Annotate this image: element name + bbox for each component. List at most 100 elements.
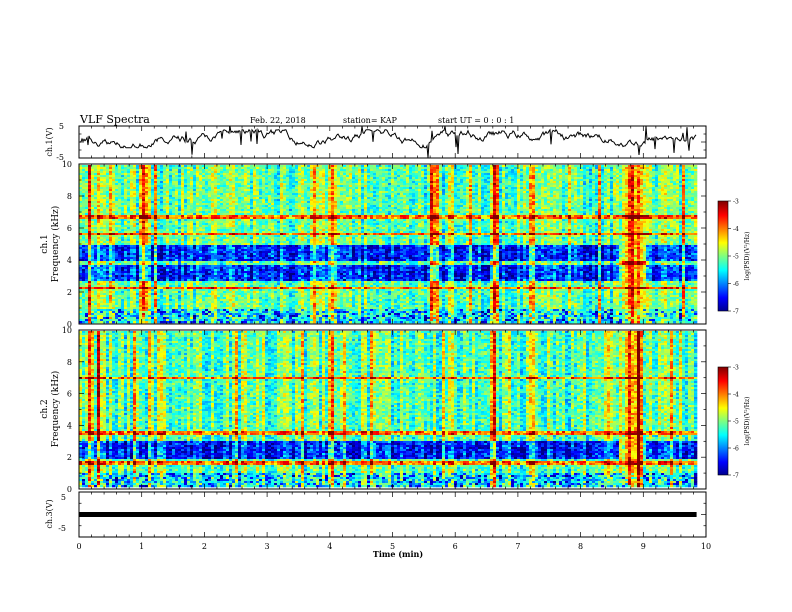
spectrogram-pixel [151,225,155,228]
spectrogram-pixel [241,273,245,276]
spectrogram-pixel [175,171,179,174]
spectrogram-pixel [199,173,203,176]
spectrogram-pixel [157,235,161,238]
spectrogram-pixel [133,241,137,244]
spectrogram-pixel [121,311,125,314]
spectrogram-pixel [100,247,104,250]
spectrogram-pixel [175,193,179,196]
spectrogram-pixel [109,301,113,304]
spectrogram-pixel [145,235,149,238]
spectrogram-pixel [127,217,131,220]
spectrogram-pixel [157,173,161,176]
spectrogram-pixel [250,299,254,302]
spectrogram-pixel [232,251,236,254]
spectrogram-pixel [178,205,182,208]
spectrogram-pixel [79,209,83,212]
spectrogram-pixel [169,247,173,250]
spectrogram-pixel [142,249,146,252]
spectrogram-pixel [88,273,92,276]
spectrogram-pixel [94,275,98,278]
spectrogram-pixel [250,229,254,232]
spectrogram-pixel [196,251,200,254]
spectrogram-pixel [187,199,191,202]
spectrogram-pixel [190,197,194,200]
spectrogram-pixel [145,319,149,322]
spectrogram-pixel [115,203,119,206]
spectrogram-pixel [181,189,185,192]
spectrogram-pixel [175,273,179,276]
spectrogram-pixel [127,195,131,198]
spectrogram-pixel [187,263,191,266]
spectrogram-pixel [178,275,182,278]
spectrogram-pixel [133,253,137,256]
spectrogram-pixel [178,319,182,322]
spectrogram-pixel [220,279,224,282]
spectrogram-pixel [235,265,239,268]
spectrogram-pixel [178,297,182,300]
spectrogram-pixel [220,269,224,272]
spectrogram-pixel [160,171,164,174]
spectrogram-pixel [100,191,104,194]
spectrogram-pixel [187,269,191,272]
spectrogram-pixel [241,223,245,226]
spectrogram-pixel [118,293,122,296]
spectrogram-pixel [100,195,104,198]
spectrogram-pixel [226,313,230,316]
spectrogram-pixel [124,309,128,312]
spectrogram-pixel [103,261,107,264]
spectrogram-pixel [235,231,239,234]
spectrogram-pixel [112,193,116,196]
spectrogram-pixel [94,253,98,256]
spectrogram-pixel [232,261,236,264]
spectrogram-pixel [247,231,251,234]
spectrogram-pixel [88,231,92,234]
spectrogram-pixel [220,213,224,216]
spectrogram-pixel [178,249,182,252]
spectrogram-pixel [175,239,179,242]
spectrogram-pixel [88,211,92,214]
spectrogram-pixel [184,225,188,228]
spectrogram-pixel [241,263,245,266]
spectrogram-pixel [115,189,119,192]
spectrogram-pixel [154,195,158,198]
spectrogram-pixel [166,187,170,190]
spectrogram-pixel [253,235,257,238]
spectrogram-pixel [112,285,116,288]
spectrogram-pixel [82,191,86,194]
spectrogram-pixel [256,271,260,274]
spectrogram-pixel [130,237,134,240]
spectrogram-pixel [241,293,245,296]
spectrogram-pixel [133,261,137,264]
spectrogram-pixel [100,217,104,220]
spectrogram-pixel [97,241,101,244]
spectrogram-pixel [184,301,188,304]
spectrogram-pixel [196,321,200,324]
spectrogram-pixel [196,279,200,282]
spectrogram-pixel [160,167,164,170]
spectrogram-pixel [175,175,179,178]
spectrogram-pixel [142,213,146,216]
spectrogram-pixel [112,289,116,292]
spectrogram-pixel [232,211,236,214]
spectrogram-pixel [94,201,98,204]
spectrogram-pixel [211,195,215,198]
spectrogram-pixel [184,285,188,288]
spectrogram-pixel [172,321,176,324]
spectrogram-pixel [118,187,122,190]
spectrogram-pixel [169,229,173,232]
spectrogram-pixel [238,173,242,176]
spectrogram-pixel [202,197,206,200]
spectrogram-pixel [250,267,254,270]
spectrogram-pixel [217,201,221,204]
spectrogram-pixel [244,209,248,212]
spectrogram-pixel [130,271,134,274]
spectrogram-pixel [148,257,152,260]
spectrogram-pixel [175,195,179,198]
spectrogram-pixel [103,287,107,290]
spectrogram-pixel [214,313,218,316]
spectrogram-pixel [172,263,176,266]
spectrogram-pixel [145,181,149,184]
spectrogram-pixel [190,249,194,252]
spectrogram-pixel [220,263,224,266]
spectrogram-pixel [250,283,254,286]
